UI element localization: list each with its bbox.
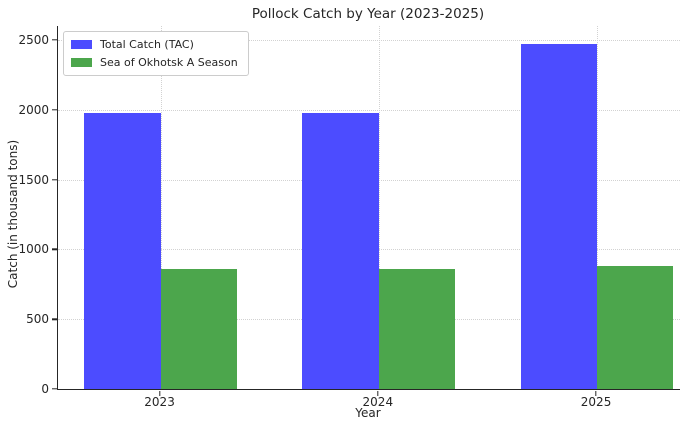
plot-area [57, 26, 680, 390]
x-tick-label: 2025 [580, 395, 612, 409]
bar-sea-of-okhotsk-a-season-2023 [160, 268, 237, 389]
y-tick-label: 0 [41, 382, 49, 396]
x-tick-mark [377, 390, 379, 396]
bar-sea-of-okhotsk-a-season-2025 [597, 266, 674, 389]
y-tick-label: 2000 [18, 102, 49, 117]
y-tick-label: 2500 [18, 32, 49, 47]
legend-label: Total Catch (TAC) [100, 38, 194, 51]
legend-item-a-season: Sea of Okhotsk A Season [71, 56, 238, 69]
x-tick-mark [158, 390, 161, 396]
chart-title: Pollock Catch by Year (2023-2025) [251, 6, 485, 22]
y-tick-label: 1000 [18, 242, 49, 257]
x-axis-label: Year [355, 406, 381, 420]
y-tick-mark [52, 39, 57, 41]
x-tick-label: 2023 [144, 395, 175, 409]
y-tick-label: 500 [26, 312, 49, 327]
bar-total-catch-tac--2025 [520, 44, 598, 389]
legend-label: Sea of Okhotsk A Season [100, 56, 238, 69]
x-tick-mark [595, 390, 597, 396]
gridline-vertical [160, 26, 162, 389]
gridline-horizontal [58, 39, 680, 41]
y-tick-mark [52, 318, 57, 320]
y-tick-mark [52, 388, 57, 390]
bar-total-catch-tac--2024 [302, 112, 379, 389]
y-tick-mark [52, 248, 57, 251]
bar-total-catch-tac--2023 [84, 112, 161, 389]
y-tick-mark [52, 178, 57, 181]
gridline-vertical [597, 26, 599, 389]
gridline-vertical [378, 26, 380, 389]
legend-swatch-blue [71, 40, 92, 49]
legend-swatch-green [71, 58, 92, 67]
x-tick-label: 2024 [362, 395, 394, 409]
y-tick-label: 1500 [18, 172, 49, 187]
legend-item-total-catch: Total Catch (TAC) [71, 38, 238, 51]
y-axis-label: Catch (in thousand tons) [6, 139, 20, 289]
bar-sea-of-okhotsk-a-season-2024 [378, 268, 456, 389]
y-tick-mark [52, 109, 57, 111]
gridline-horizontal [58, 109, 680, 111]
legend: Total Catch (TAC) Sea of Okhotsk A Seaso… [63, 31, 249, 76]
